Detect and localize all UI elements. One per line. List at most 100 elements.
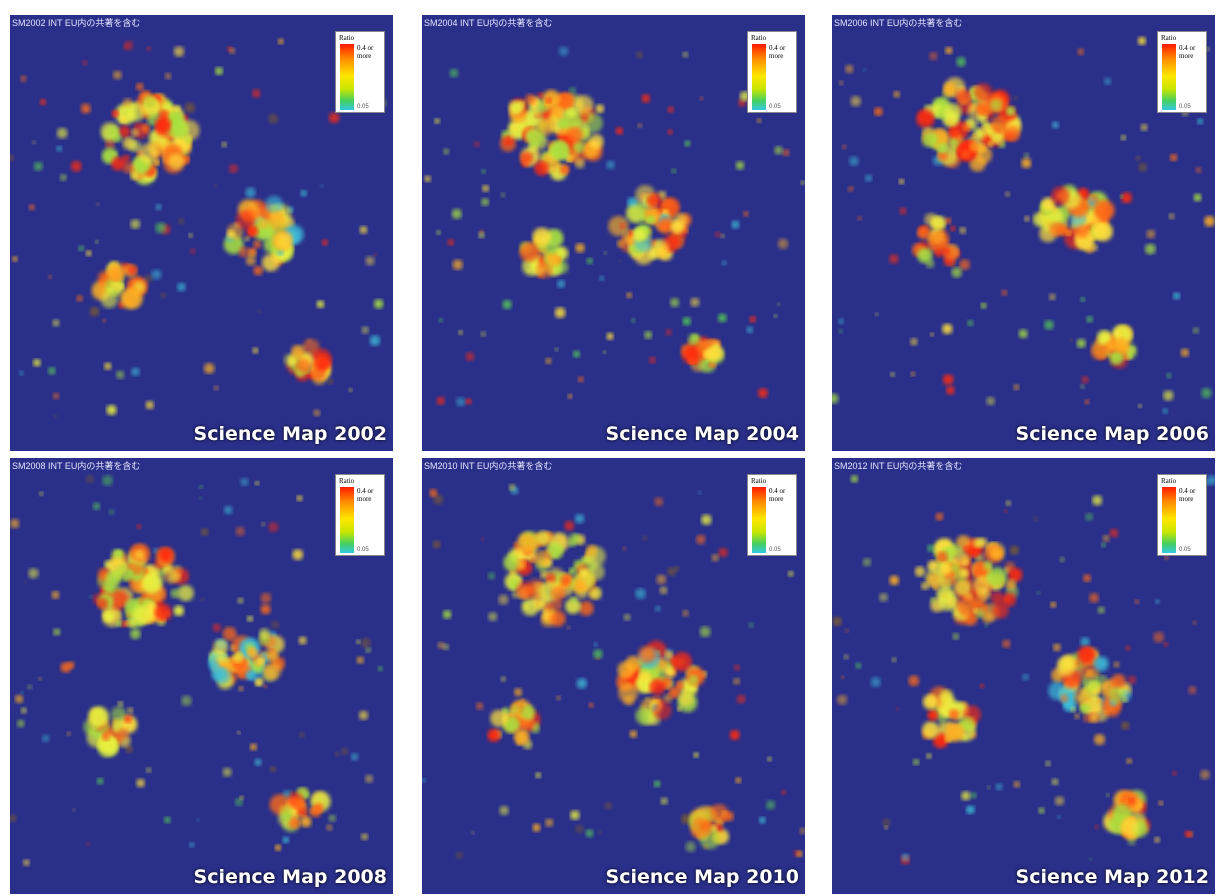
map-dot bbox=[746, 326, 753, 333]
cluster-dot bbox=[140, 124, 150, 134]
cluster-dot bbox=[310, 806, 321, 818]
cluster-dot bbox=[549, 139, 570, 161]
cluster-dot bbox=[1100, 675, 1107, 682]
map-dot bbox=[326, 824, 333, 831]
cluster-dot bbox=[1060, 694, 1069, 703]
map-dot bbox=[667, 129, 673, 135]
map-dot bbox=[479, 229, 484, 234]
map-dot bbox=[793, 849, 801, 857]
cluster-dot bbox=[119, 283, 125, 290]
map-dot bbox=[757, 388, 768, 398]
cluster-dot bbox=[490, 709, 508, 728]
map-dot bbox=[240, 477, 249, 487]
map-dot bbox=[1125, 645, 1131, 652]
map-dot bbox=[456, 397, 466, 407]
map-dot bbox=[699, 626, 711, 638]
cluster-dot bbox=[992, 602, 1009, 619]
map-dot bbox=[995, 783, 1003, 791]
map-dot bbox=[108, 509, 115, 515]
blob-layer bbox=[424, 46, 805, 407]
map-dot bbox=[53, 393, 60, 400]
map-dot bbox=[480, 331, 486, 337]
cluster-dot bbox=[930, 597, 936, 603]
map-dot bbox=[234, 798, 243, 806]
map-dot bbox=[717, 313, 727, 323]
map-dot bbox=[729, 729, 740, 741]
cluster-dot bbox=[990, 98, 1002, 111]
map-dot bbox=[56, 145, 63, 152]
map-dot bbox=[665, 328, 672, 336]
cluster-dot bbox=[244, 236, 250, 242]
map-dot bbox=[254, 758, 262, 766]
cluster-dot bbox=[637, 645, 656, 664]
map-dot bbox=[350, 753, 359, 761]
map-dot bbox=[70, 160, 82, 172]
cluster-dot bbox=[1111, 674, 1126, 689]
cluster-dot bbox=[1108, 687, 1126, 704]
science-map-blobs-2006 bbox=[832, 36, 1215, 414]
map-dot bbox=[155, 222, 167, 234]
cluster-dot bbox=[514, 729, 530, 745]
cluster-dot bbox=[922, 694, 939, 710]
cluster-dot bbox=[130, 171, 139, 181]
cluster-dot bbox=[962, 560, 969, 567]
map-dot bbox=[1121, 721, 1130, 730]
cluster-dot bbox=[932, 733, 949, 749]
map-dot bbox=[360, 637, 371, 648]
map-dot bbox=[734, 664, 740, 671]
cluster-dot bbox=[638, 670, 651, 682]
map-dot bbox=[952, 633, 960, 640]
cluster-dot bbox=[939, 562, 952, 575]
cluster-dot bbox=[536, 261, 553, 279]
map-dot bbox=[104, 362, 112, 370]
science-map-blobs-2012 bbox=[832, 475, 1215, 865]
cluster-dot bbox=[691, 334, 698, 341]
map-dot bbox=[535, 772, 542, 779]
map-dot bbox=[1127, 675, 1137, 684]
map-dot bbox=[328, 814, 336, 822]
legend-min-label: 0.05 bbox=[357, 104, 369, 110]
map-dot bbox=[898, 178, 904, 185]
cluster-dot bbox=[955, 88, 971, 104]
cluster-dot bbox=[657, 217, 674, 234]
map-dot bbox=[433, 494, 444, 505]
cluster-dot bbox=[168, 153, 185, 170]
map-dot bbox=[890, 372, 895, 377]
map-dot bbox=[254, 481, 260, 486]
map-dot bbox=[1207, 475, 1215, 486]
cluster-dot bbox=[918, 226, 932, 240]
cluster-dot bbox=[103, 583, 114, 594]
cluster-dot bbox=[950, 579, 957, 585]
cluster-dot bbox=[963, 545, 970, 551]
cluster-dot bbox=[925, 259, 935, 269]
cluster-dot bbox=[650, 238, 669, 257]
cluster-dot bbox=[1112, 804, 1132, 823]
map-dot bbox=[1023, 152, 1030, 159]
map-dot bbox=[184, 102, 196, 114]
cluster-dot bbox=[709, 804, 729, 824]
map-dot bbox=[1121, 192, 1133, 204]
map-dot bbox=[19, 370, 24, 376]
map-dot bbox=[735, 777, 742, 784]
cluster-dot bbox=[545, 97, 552, 104]
map-dot bbox=[1053, 643, 1061, 652]
panel-header: SM2002 INT EU内の共著を含む bbox=[12, 18, 141, 28]
cluster-dot bbox=[931, 215, 946, 231]
cluster-dot bbox=[1049, 221, 1065, 237]
map-dot bbox=[334, 751, 340, 757]
cluster-dot bbox=[927, 709, 939, 721]
map-dot bbox=[237, 597, 244, 604]
map-dot bbox=[701, 514, 712, 525]
map-dot bbox=[229, 47, 236, 55]
map-dot bbox=[487, 572, 496, 580]
map-dot bbox=[224, 505, 233, 515]
map-dot bbox=[151, 269, 162, 280]
cluster-dot bbox=[1093, 656, 1109, 672]
map-dot bbox=[711, 553, 720, 562]
map-dot bbox=[656, 574, 667, 585]
ratio-legend: Ratio 0.4 or more 0.05 bbox=[747, 474, 797, 556]
cluster-dot bbox=[568, 567, 576, 575]
cluster-dot bbox=[625, 655, 641, 672]
map-dot bbox=[313, 409, 321, 417]
map-dot bbox=[32, 140, 36, 145]
